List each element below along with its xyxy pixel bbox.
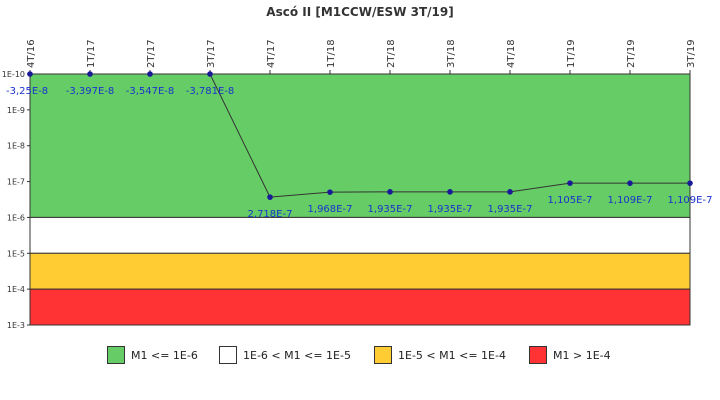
x-tick-label: 1T/19 <box>566 39 577 68</box>
band-2 <box>29 252 691 290</box>
band-1 <box>29 216 691 254</box>
data-point <box>147 71 153 77</box>
legend-label-red: M1 > 1E-4 <box>553 348 611 362</box>
legend-swatch-green <box>107 346 125 364</box>
legend-swatch-red <box>529 346 547 364</box>
data-point <box>87 71 93 77</box>
y-tick-label: 1E-3 <box>7 321 25 330</box>
data-label: -3,25E-8 <box>6 86 48 97</box>
y-axis: 1E-10 1E-9 1E-8 1E-7 1E-6 1E-5 1E-4 1E-3 <box>2 70 31 330</box>
y-tick-label: 1E-10 <box>2 70 25 79</box>
data-label: 1,109E-7 <box>668 195 713 206</box>
legend-label-white: 1E-6 < M1 <= 1E-5 <box>243 348 351 362</box>
y-tick-label: 1E-5 <box>7 249 25 258</box>
data-point <box>207 71 213 77</box>
legend-swatch-yellow <box>374 346 392 364</box>
x-tick-label: 1T/17 <box>86 39 97 68</box>
data-label: -3,547E-8 <box>126 86 175 97</box>
legend: M1 <= 1E-6 1E-6 < M1 <= 1E-5 1E-5 < M1 <… <box>0 344 720 368</box>
x-tick-label: 2T/19 <box>626 39 637 68</box>
band-3 <box>29 288 691 326</box>
x-tick-label: 4T/16 <box>26 39 37 68</box>
data-point <box>447 189 453 195</box>
band-0 <box>29 73 691 218</box>
data-label: 2,718E-7 <box>248 209 293 220</box>
y-tick-label: 1E-4 <box>7 285 25 294</box>
data-point <box>267 194 273 200</box>
risk-bands <box>29 73 691 326</box>
data-point <box>27 71 33 77</box>
y-tick-label: 1E-9 <box>7 106 25 115</box>
data-label: 1,935E-7 <box>488 204 533 215</box>
legend-swatch-white <box>219 346 237 364</box>
chart-title: Ascó II [M1CCW/ESW 3T/19] <box>266 5 453 19</box>
x-tick-label: 2T/18 <box>386 39 397 68</box>
data-point <box>387 189 393 195</box>
data-label: 1,935E-7 <box>368 204 413 215</box>
legend-item-yellow: 1E-5 < M1 <= 1E-4 <box>374 344 506 366</box>
data-point <box>627 180 633 186</box>
legend-item-red: M1 > 1E-4 <box>529 344 611 366</box>
x-tick-label: 1T/18 <box>326 39 337 68</box>
y-tick-label: 1E-8 <box>7 142 25 151</box>
data-labels: -3,25E-8 -3,397E-8 -3,547E-8 -3,781E-8 2,718… <box>6 86 712 220</box>
x-tick-label: 3T/17 <box>206 39 217 68</box>
data-label: 1,968E-7 <box>308 204 353 215</box>
data-point <box>567 180 573 186</box>
x-tick-label: 4T/18 <box>506 39 517 68</box>
data-label: 1,935E-7 <box>428 204 473 215</box>
y-tick-label: 1E-7 <box>7 178 25 187</box>
series-line <box>27 71 693 200</box>
data-label: 1,105E-7 <box>548 195 593 206</box>
x-tick-label: 3T/18 <box>446 39 457 68</box>
x-tick-label: 4T/17 <box>266 39 277 68</box>
data-label: -3,781E-8 <box>186 86 235 97</box>
legend-item-green: M1 <= 1E-6 <box>107 344 198 366</box>
data-label: -3,397E-8 <box>66 86 115 97</box>
data-point <box>687 180 693 186</box>
data-label: 1,109E-7 <box>608 195 653 206</box>
data-point <box>327 189 333 195</box>
series-line-0 <box>30 73 690 198</box>
legend-item-white: 1E-6 < M1 <= 1E-5 <box>219 344 351 366</box>
legend-label-yellow: 1E-5 < M1 <= 1E-4 <box>398 348 506 362</box>
x-tick-label: 2T/17 <box>146 39 157 68</box>
legend-label-green: M1 <= 1E-6 <box>131 348 198 362</box>
x-tick-label: 3T/19 <box>686 39 697 68</box>
x-axis: 4T/16 1T/17 2T/17 3T/17 4T/17 1T/18 2T/18 3T/18… <box>26 39 697 74</box>
data-point <box>507 189 513 195</box>
y-tick-label: 1E-6 <box>7 213 25 222</box>
